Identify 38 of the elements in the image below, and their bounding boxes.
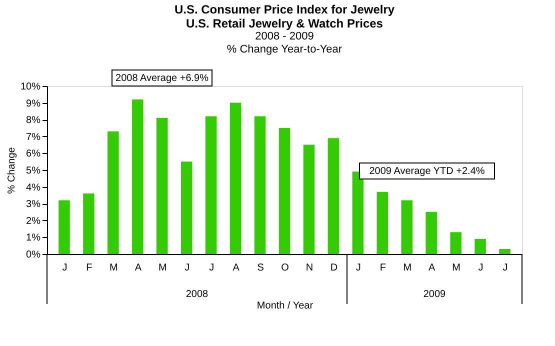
- x-tick-label: M: [110, 262, 118, 274]
- y-axis-title: % Change: [6, 146, 18, 194]
- x-tick-label: N: [306, 262, 314, 274]
- y-tick-label: 3%: [26, 199, 41, 210]
- x-tick-label: A: [134, 262, 142, 274]
- text: 2008 Average +6.9%: [116, 73, 209, 84]
- x-tick-label: J: [356, 262, 361, 274]
- x-tick-label: F: [86, 262, 92, 274]
- text: 2008: [186, 289, 209, 300]
- y-tick-label: 2%: [26, 216, 41, 227]
- chart-title: U.S. Consumer Price Index for Jewelry U.S. Retail Jewelry & Watch Prices: [174, 2, 395, 30]
- text: 2009: [423, 289, 446, 300]
- x-axis-title: Month / Year: [256, 300, 314, 312]
- y-tick-label: 5%: [26, 166, 41, 176]
- y-tick-label: 0%: [26, 250, 41, 260]
- x-tick-label: M: [452, 262, 460, 274]
- y-tick-label: 1%: [26, 232, 41, 244]
- x-tick-label: O: [281, 262, 290, 274]
- annotation: 2009 Average YTD +2.4%: [369, 166, 485, 177]
- y-tick-label: 10%: [20, 82, 41, 92]
- y-tick-label: 9%: [26, 98, 41, 110]
- x-tick-label: M: [403, 262, 412, 274]
- x-tick-label: M: [158, 262, 167, 274]
- x-tick-label: F: [380, 262, 386, 274]
- chart-subtitle: 2008 - 2009 % Change Year-to-Year: [226, 30, 342, 56]
- y-tick-label: 7%: [26, 132, 41, 143]
- y-tick-label: 6%: [26, 148, 41, 160]
- y-tick-label: 4%: [26, 182, 41, 194]
- x-tick-label: J: [184, 262, 190, 274]
- x-tick-label: D: [330, 262, 338, 274]
- y-tick-label: 8%: [26, 115, 41, 126]
- x-tick-label: J: [62, 262, 68, 274]
- x-tick-label: J: [502, 262, 508, 274]
- x-tick-label: J: [478, 262, 484, 274]
- x-tick-label: J: [209, 262, 214, 274]
- x-tick-label: S: [257, 262, 264, 274]
- x-tick-label: A: [232, 262, 240, 274]
- x-tick-label: A: [428, 262, 436, 274]
